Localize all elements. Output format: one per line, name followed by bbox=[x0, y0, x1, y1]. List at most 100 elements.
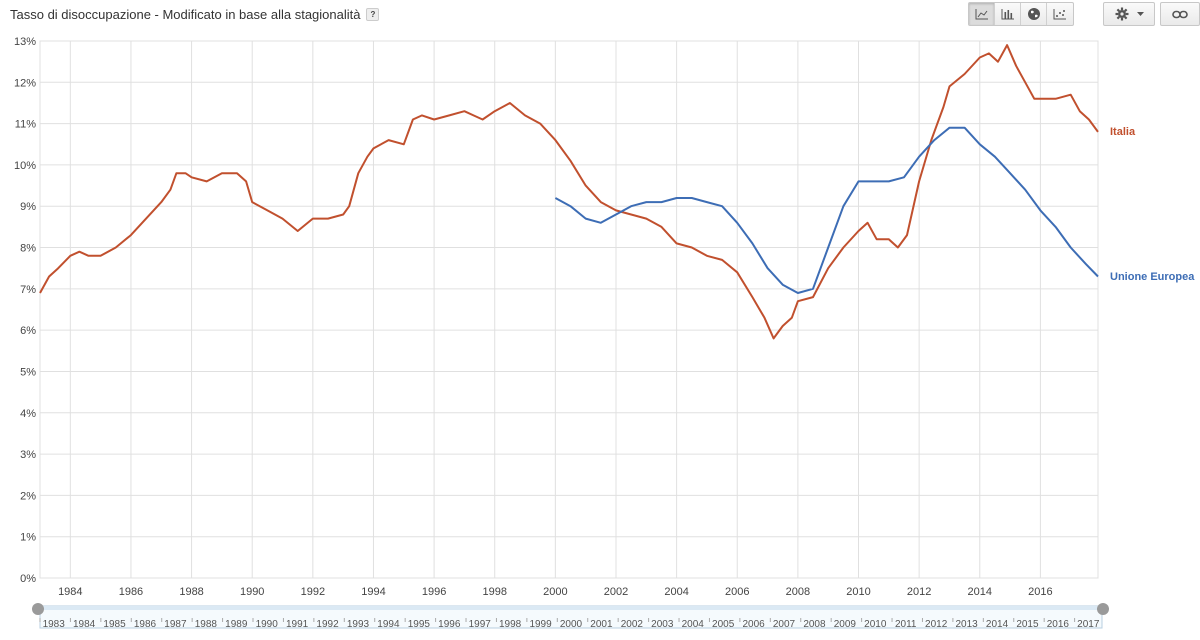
scatter-chart-icon bbox=[1053, 9, 1066, 20]
navigator-year-label: 2017 bbox=[1077, 619, 1100, 630]
x-tick-label: 1990 bbox=[240, 586, 264, 598]
line-chart: 0%1%2%3%4%5%6%7%8%9%10%11%12%13% 1984 198… bbox=[14, 36, 1099, 598]
navigator-year-label: 2007 bbox=[773, 619, 796, 630]
navigator-year-label: 2003 bbox=[651, 619, 674, 630]
y-tick-label: 12% bbox=[14, 77, 36, 89]
navigator-left-handle[interactable] bbox=[32, 603, 44, 615]
time-range-navigator[interactable]: 1983 1984 1985 1986 1987 1988 1989 1990 1991 1992… bbox=[0, 596, 1200, 636]
plot-area bbox=[39, 40, 1099, 579]
link-icon bbox=[1172, 10, 1188, 18]
navigator-year-label: 1983 bbox=[43, 619, 66, 630]
navigator-year-label: 2002 bbox=[621, 619, 644, 630]
y-tick-label: 6% bbox=[20, 325, 36, 337]
navigator-year-label: 1993 bbox=[347, 619, 370, 630]
bar-chart-icon bbox=[1001, 9, 1014, 20]
line-chart-button[interactable] bbox=[969, 3, 995, 25]
navigator-year-label: 1991 bbox=[286, 619, 309, 630]
navigator-year-label: 1998 bbox=[499, 619, 522, 630]
navigator-year-label: 1997 bbox=[469, 619, 492, 630]
navigator-year-label: 1987 bbox=[164, 619, 187, 630]
navigator-selection[interactable] bbox=[40, 606, 1102, 610]
help-icon[interactable]: ? bbox=[366, 8, 380, 21]
chart-header: Tasso di disoccupazione - Modificato in … bbox=[10, 7, 380, 22]
navigator-year-label: 1995 bbox=[408, 619, 431, 630]
navigator-year-label: 2011 bbox=[895, 619, 917, 630]
y-tick-label: 11% bbox=[15, 119, 36, 131]
navigator-year-label: 1999 bbox=[529, 619, 552, 630]
y-tick-label: 5% bbox=[20, 366, 36, 378]
navigator-year-label: 1990 bbox=[256, 619, 279, 630]
navigator-year-label: 2009 bbox=[834, 619, 857, 630]
x-tick-label: 2016 bbox=[1028, 586, 1052, 598]
grid bbox=[39, 40, 1099, 579]
series-line-italia[interactable] bbox=[39, 44, 1099, 340]
navigator-year-label: 1984 bbox=[73, 619, 96, 630]
series-label-italia: Italia bbox=[1110, 126, 1136, 138]
x-tick-label: 2002 bbox=[604, 586, 628, 598]
series-label-unione-europea: Unione Europea bbox=[1110, 271, 1195, 283]
x-tick-label: 1998 bbox=[482, 586, 506, 598]
navigator-year-label: 1988 bbox=[195, 619, 218, 630]
navigator-year-label: 2000 bbox=[560, 619, 583, 630]
map-chart-button[interactable] bbox=[1021, 3, 1047, 25]
x-tick-label: 1996 bbox=[422, 586, 446, 598]
settings-button[interactable] bbox=[1103, 2, 1155, 26]
x-tick-label: 2004 bbox=[664, 586, 688, 598]
x-tick-label: 1986 bbox=[119, 586, 143, 598]
x-tick-label: 2000 bbox=[543, 586, 567, 598]
navigator-year-label: 2005 bbox=[712, 619, 735, 630]
navigator-year-label: 2014 bbox=[986, 619, 1009, 630]
navigator-year-label: 1985 bbox=[103, 619, 126, 630]
x-tick-label: 1988 bbox=[179, 586, 203, 598]
navigator-year-label: 2010 bbox=[864, 619, 887, 630]
scatter-chart-button[interactable] bbox=[1047, 3, 1073, 25]
y-tick-label: 3% bbox=[20, 449, 36, 461]
gear-icon bbox=[1115, 7, 1128, 21]
chart-type-switcher bbox=[968, 2, 1074, 26]
navigator-year-label: 1996 bbox=[438, 619, 461, 630]
x-tick-label: 2008 bbox=[786, 586, 810, 598]
globe-icon bbox=[1027, 8, 1040, 20]
y-tick-label: 8% bbox=[20, 243, 36, 255]
bar-chart-button[interactable] bbox=[995, 3, 1021, 25]
chart-title: Tasso di disoccupazione - Modificato in … bbox=[10, 7, 361, 22]
y-tick-label: 7% bbox=[20, 284, 36, 296]
navigator-year-label: 1992 bbox=[316, 619, 339, 630]
y-axis-labels: 0% 1% 2% 3% 4% 5% 6% 7% 8% 9% 10% 11% 12% 13% bbox=[14, 36, 36, 585]
navigator-year-label: 2008 bbox=[803, 619, 826, 630]
navigator-right-handle[interactable] bbox=[1097, 603, 1109, 615]
y-tick-label: 0% bbox=[20, 573, 36, 585]
navigator-year-label: 2004 bbox=[682, 619, 705, 630]
x-axis-labels: 1984 1986 1988 1990 1992 1994 1996 1998 2000 2002… bbox=[58, 586, 1053, 598]
y-tick-label: 1% bbox=[20, 532, 36, 544]
chart-toolbar bbox=[960, 2, 1200, 26]
series-lines bbox=[39, 44, 1099, 340]
x-tick-label: 2014 bbox=[968, 586, 992, 598]
navigator-year-label: 1989 bbox=[225, 619, 248, 630]
series-line-unione-europea[interactable] bbox=[554, 126, 1099, 294]
y-tick-label: 9% bbox=[20, 201, 36, 213]
chevron-down-icon bbox=[1136, 11, 1144, 16]
x-tick-label: 1994 bbox=[361, 586, 385, 598]
navigator-year-label: 2016 bbox=[1047, 619, 1070, 630]
y-tick-label: 2% bbox=[20, 490, 36, 502]
navigator-year-labels: 1983 1984 1985 1986 1987 1988 1989 1990 1991 1992… bbox=[39, 618, 1100, 630]
x-tick-label: 1984 bbox=[58, 586, 82, 598]
link-button[interactable] bbox=[1160, 2, 1200, 26]
navigator-year-label: 2012 bbox=[925, 619, 948, 630]
x-tick-label: 2010 bbox=[846, 586, 870, 598]
navigator-year-label: 2001 bbox=[590, 619, 613, 630]
navigator-year-label: 2015 bbox=[1016, 619, 1039, 630]
navigator-year-label: 1994 bbox=[377, 619, 400, 630]
x-tick-label: 2006 bbox=[725, 586, 749, 598]
x-tick-label: 2012 bbox=[907, 586, 931, 598]
line-chart-icon bbox=[975, 9, 988, 20]
navigator-year-label: 2006 bbox=[742, 619, 765, 630]
navigator-year-label: 1986 bbox=[134, 619, 157, 630]
x-tick-label: 1992 bbox=[301, 586, 325, 598]
y-tick-label: 10% bbox=[14, 160, 36, 172]
navigator-year-label: 2013 bbox=[955, 619, 978, 630]
y-tick-label: 4% bbox=[20, 408, 36, 420]
y-tick-label: 13% bbox=[14, 36, 36, 48]
